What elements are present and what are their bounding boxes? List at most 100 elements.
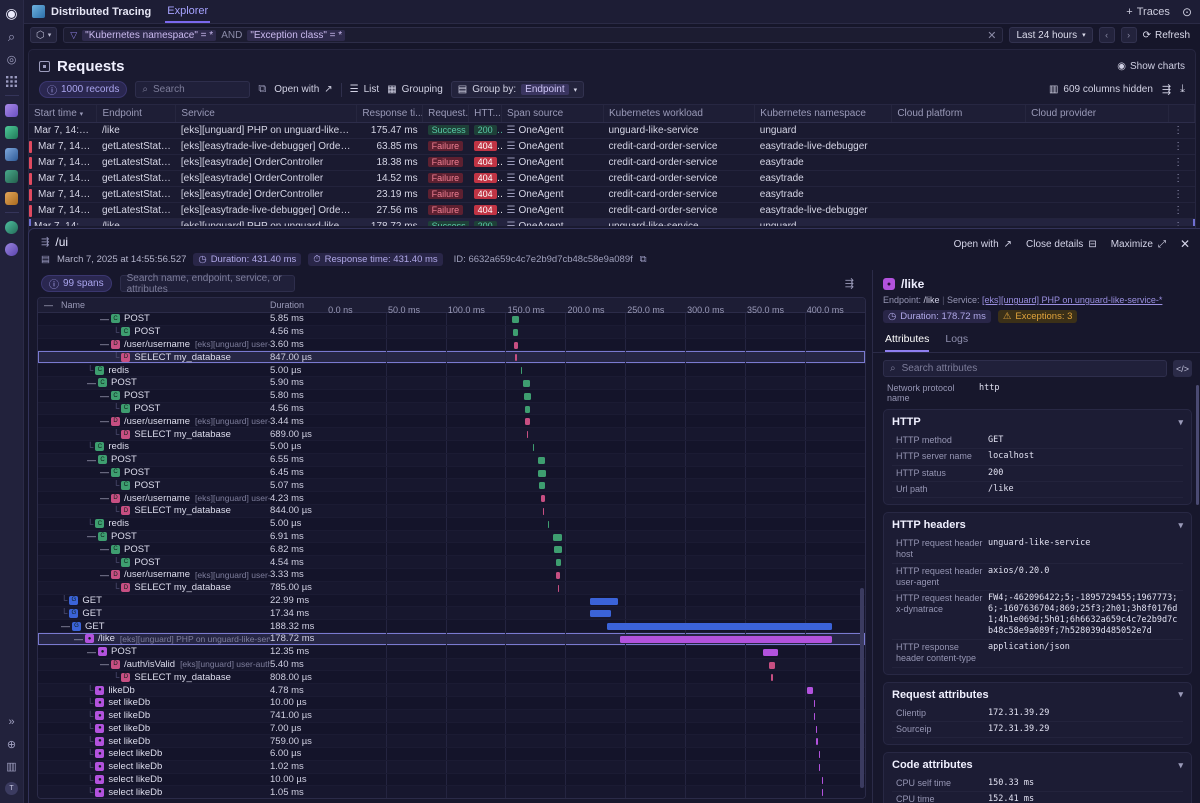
scope-selector[interactable]: ⬡ ▾ <box>30 27 58 43</box>
span-bar[interactable] <box>818 751 820 759</box>
col-endpoint[interactable]: Endpoint <box>96 105 177 123</box>
col-start-time[interactable]: Start time ▾ <box>29 105 98 123</box>
expand-rail-icon[interactable]: » <box>8 716 15 728</box>
timerange-next-button[interactable]: › <box>1120 27 1137 43</box>
span-row[interactable]: —D/user/username [eks][unguard] user-auth… <box>38 568 865 582</box>
collapse-toggle-icon[interactable]: — <box>100 659 109 670</box>
row-actions-button[interactable]: ⋮ <box>1168 122 1195 139</box>
chevron-down-icon[interactable]: ▾ <box>1178 519 1183 530</box>
span-row[interactable]: └ D SELECT my_database 847.00 µs <box>38 351 865 365</box>
collapse-toggle-icon[interactable]: — <box>100 313 109 324</box>
copy-button[interactable]: ⧉ <box>258 83 266 96</box>
collapse-toggle-icon[interactable]: — <box>100 390 109 401</box>
col-http-status[interactable]: HTT... <box>468 105 503 123</box>
table-row[interactable]: Mar 7, 14:56:09423getLatestStatus[eks][e… <box>29 138 1195 155</box>
table-row[interactable]: Mar 7, 14:55:56758/like[eks][unguard] PH… <box>29 218 1195 226</box>
span-bar[interactable] <box>532 443 535 451</box>
reports-icon[interactable]: ▥ <box>6 760 17 773</box>
table-row[interactable]: Mar 7, 14:55:58612getLatestStatus[eks][e… <box>29 186 1195 203</box>
collapse-toggle-icon[interactable]: — <box>100 569 109 580</box>
collapse-toggle-icon[interactable]: — <box>100 544 109 555</box>
col-request-status[interactable]: Request... <box>422 105 470 123</box>
collapse-toggle-icon[interactable]: — <box>87 454 96 465</box>
close-panel-button[interactable]: ✕ <box>1179 237 1190 251</box>
clear-filter-icon[interactable]: ✕ <box>987 29 997 42</box>
span-bar[interactable] <box>513 328 519 336</box>
span-row[interactable]: └ G GET 17.34 ms <box>38 607 865 621</box>
collapse-toggle-icon[interactable]: — <box>87 377 96 388</box>
table-row[interactable]: Mar 7, 14:55:58331getLatestStatus[eks][e… <box>29 202 1195 219</box>
collapse-all-icon[interactable]: — <box>44 300 53 310</box>
span-row[interactable]: └ ● set likeDb 10.00 µs <box>38 696 865 710</box>
span-bar[interactable] <box>513 341 518 349</box>
span-bar[interactable] <box>762 648 778 656</box>
span-bar[interactable] <box>540 495 546 503</box>
span-exceptions-chip[interactable]: ⚠ Exceptions: 3 <box>997 310 1078 323</box>
attr-card-header[interactable]: Code attributes ▾ <box>892 759 1183 776</box>
span-row[interactable]: — ● POST 12.35 ms <box>38 645 865 659</box>
maximize-button[interactable]: Maximize ⤢ <box>1111 239 1166 250</box>
search-icon[interactable]: ⌕ <box>7 29 16 44</box>
attr-card-header[interactable]: Request attributes ▾ <box>892 689 1183 706</box>
code-brackets-icon[interactable]: </> <box>1173 360 1192 377</box>
help-icon[interactable]: ⊕ <box>6 738 17 751</box>
row-actions-button[interactable]: ⋮ <box>1168 186 1195 203</box>
col-kubernetes-workload[interactable]: Kubernetes workload <box>603 105 756 123</box>
kubernetes-app-icon[interactable] <box>0 187 24 209</box>
group-by-select[interactable]: ▤ Group by: Endpoint ▾ <box>450 81 585 98</box>
search-input[interactable]: ⌕ Search <box>135 81 251 98</box>
span-row[interactable]: —D/user/username [eks][unguard] user-auth… <box>38 492 865 505</box>
span-row[interactable]: — ● /like [eks][unguard] PHP on unguard-lik… <box>38 632 865 646</box>
span-bar[interactable] <box>537 456 546 464</box>
span-bar[interactable] <box>815 738 818 746</box>
row-actions-button[interactable]: ⋮ <box>1168 154 1195 171</box>
span-row[interactable]: └ D SELECT my_database 689.00 µs <box>38 428 865 441</box>
span-row[interactable]: └ ● select likeDb 6.00 µs <box>38 748 865 761</box>
col-service[interactable]: Service <box>175 105 358 123</box>
timerange-prev-button[interactable]: ‹ <box>1098 27 1115 43</box>
cube-app-icon[interactable] <box>0 99 24 121</box>
chevron-down-icon[interactable]: ▾ <box>1178 759 1183 770</box>
span-row[interactable]: └ C POST 4.56 ms <box>38 402 865 416</box>
service-link[interactable]: [eks][unguard] PHP on unguard-like-servi… <box>981 295 1163 305</box>
copy-icon[interactable]: ⧉ <box>639 254 647 265</box>
collapse-toggle-icon[interactable]: — <box>100 416 109 427</box>
span-row[interactable]: └ ● set likeDb 7.00 µs <box>38 722 865 736</box>
span-row[interactable]: └ D SELECT my_database 844.00 µs <box>38 504 865 518</box>
notebooks-app-icon[interactable] <box>0 238 24 260</box>
close-details-button[interactable]: Close details ⊟ <box>1026 239 1097 250</box>
span-row[interactable]: —D/user/username [eks][unguard] user-auth… <box>38 338 865 352</box>
span-row[interactable]: — C POST 6.82 ms <box>38 543 865 557</box>
span-row[interactable]: └ ● likeDb 4.78 ms <box>38 684 865 697</box>
apps-grid-icon[interactable] <box>0 70 24 92</box>
span-bar[interactable] <box>524 405 531 413</box>
col-response-time[interactable]: Response ti... <box>356 105 424 123</box>
row-actions-button[interactable]: ⋮ <box>1168 138 1195 155</box>
collapse-toggle-icon[interactable]: — <box>100 467 109 478</box>
table-row[interactable]: Mar 7, 14:55:58976getLatestStatus[eks][e… <box>29 170 1195 187</box>
waterfall-scrollbar[interactable] <box>860 588 864 788</box>
open-with-button[interactable]: Open with ↗ <box>274 84 332 95</box>
filter-token-namespace[interactable]: "Kubernetes namespace" = * <box>82 29 217 41</box>
span-bar[interactable] <box>525 418 530 426</box>
table-settings-icon[interactable]: ⇶ <box>1161 84 1172 96</box>
span-bar[interactable] <box>607 623 832 631</box>
row-actions-button[interactable]: ⋮ <box>1168 202 1195 219</box>
span-row[interactable]: └ ● set likeDb 741.00 µs <box>38 709 865 723</box>
show-charts-button[interactable]: ◉ Show charts <box>1117 61 1185 72</box>
dashboards-app-icon[interactable] <box>0 121 24 143</box>
span-bar[interactable] <box>538 469 546 477</box>
new-traces-button[interactable]: + Traces <box>1126 6 1170 18</box>
span-bar[interactable] <box>590 610 612 618</box>
span-bar[interactable] <box>523 379 531 387</box>
span-bar[interactable] <box>511 316 519 323</box>
col-kubernetes-namespace[interactable]: Kubernetes namespace <box>754 105 893 123</box>
row-actions-button[interactable]: ⋮ <box>1168 218 1195 226</box>
span-row[interactable]: — C POST 5.85 ms <box>38 313 865 326</box>
span-bar[interactable] <box>590 597 618 605</box>
span-bar[interactable] <box>542 507 545 515</box>
chevron-down-icon[interactable]: ▾ <box>1178 689 1183 700</box>
span-row[interactable]: — C POST 5.90 ms <box>38 376 865 390</box>
